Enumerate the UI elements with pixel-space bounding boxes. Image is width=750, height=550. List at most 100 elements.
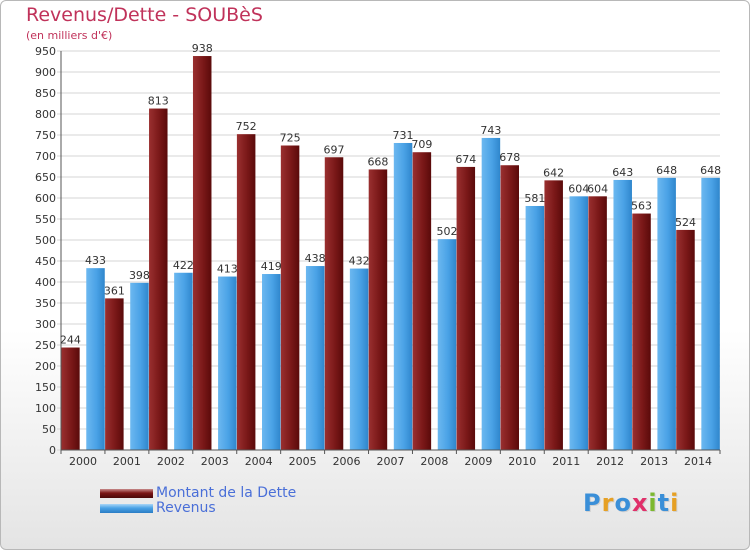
- bar-revenus-2012: [613, 179, 632, 450]
- y-tick-label: 200: [35, 360, 56, 373]
- bar-dette-2013: [632, 213, 651, 450]
- logo-letter: i: [648, 489, 658, 517]
- data-label-revenus: 604: [568, 182, 589, 195]
- bar-dette-2007: [368, 169, 388, 450]
- x-tick-label: 2005: [289, 455, 317, 468]
- data-label-dette: 244: [60, 334, 81, 347]
- bar-dette-2000: [61, 347, 80, 450]
- bar-revenus-2000: [86, 268, 105, 450]
- bar-revenus-2007: [393, 142, 413, 451]
- y-tick-label: 850: [35, 87, 56, 100]
- x-tick-label: 2001: [113, 455, 141, 468]
- legend-label-revenus: Revenus: [156, 500, 216, 516]
- data-label-revenus: 419: [261, 260, 282, 273]
- logo-letter: P: [583, 489, 602, 517]
- bar-revenus-2009: [481, 137, 501, 450]
- bar-dette-2002: [149, 108, 168, 450]
- data-label-dette: 752: [236, 120, 257, 133]
- y-tick-label: 250: [35, 339, 56, 352]
- data-label-revenus: 731: [393, 129, 414, 142]
- logo-letter: r: [601, 489, 615, 517]
- bar-revenus-2011: [569, 196, 589, 450]
- data-label-dette: 678: [499, 151, 520, 164]
- data-label-revenus: 422: [173, 259, 194, 272]
- data-label-revenus: 502: [436, 225, 457, 238]
- logo-letter: t: [657, 489, 671, 517]
- bar-dette-2008: [412, 152, 432, 450]
- bar-dette-2003: [192, 56, 212, 450]
- data-label-revenus: 643: [612, 166, 633, 179]
- data-label-dette: 642: [543, 166, 564, 179]
- x-tick-label: 2014: [684, 455, 712, 468]
- legend-label-dette: Montant de la Dette: [156, 485, 297, 501]
- data-label-dette: 813: [148, 95, 169, 108]
- x-tick-label: 2006: [333, 455, 361, 468]
- y-tick-label: 500: [35, 234, 56, 247]
- y-tick-label: 950: [35, 45, 56, 58]
- x-tick-label: 2012: [596, 455, 624, 468]
- bar-dette-2010: [500, 165, 519, 451]
- y-tick-label: 300: [35, 318, 56, 331]
- y-tick-label: 600: [35, 192, 56, 205]
- legend-swatch-dette: [100, 489, 153, 498]
- bar-revenus-2013: [657, 177, 676, 450]
- bar-dette-2011: [544, 180, 563, 451]
- data-label-revenus: 743: [480, 124, 501, 137]
- bar-revenus-2003: [218, 276, 237, 450]
- logo-letter: o: [614, 489, 632, 517]
- x-tick-label: 2002: [157, 455, 185, 468]
- x-tick-label: 2013: [640, 455, 668, 468]
- proxiti-logo: Proxiti: [583, 489, 679, 517]
- data-label-dette: 668: [367, 155, 388, 168]
- data-label-revenus: 648: [700, 164, 721, 177]
- x-tick-label: 2009: [464, 455, 492, 468]
- bar-revenus-2001: [130, 282, 149, 450]
- y-tick-label: 50: [42, 423, 56, 436]
- bar-revenus-2002: [174, 272, 193, 450]
- y-tick-label: 800: [35, 108, 56, 121]
- x-tick-label: 2011: [552, 455, 580, 468]
- y-tick-label: 900: [35, 66, 56, 79]
- data-label-dette: 725: [280, 132, 301, 145]
- bar-dette-2004: [236, 134, 256, 450]
- data-label-dette: 697: [324, 143, 345, 156]
- x-tick-label: 2008: [420, 455, 448, 468]
- y-tick-label: 350: [35, 297, 56, 310]
- bar-dette-2001: [105, 298, 124, 450]
- data-label-revenus: 438: [305, 252, 326, 265]
- bar-revenus-2008: [437, 239, 457, 450]
- y-tick-label: 100: [35, 402, 56, 415]
- bar-dette-2005: [280, 145, 300, 450]
- data-label-revenus: 581: [524, 192, 545, 205]
- x-tick-label: 2004: [245, 455, 273, 468]
- bar-dette-2006: [324, 157, 344, 450]
- data-label-dette: 604: [587, 182, 608, 195]
- y-tick-label: 550: [35, 213, 56, 226]
- logo-letter: x: [631, 489, 649, 517]
- chart-title: Revenus/Dette - SOUBèS: [26, 4, 263, 26]
- bar-revenus-2004: [262, 274, 281, 450]
- bar-dette-2012: [588, 196, 607, 450]
- bar-dette-2009: [456, 166, 476, 451]
- y-tick-label: 650: [35, 171, 56, 184]
- chart-subtitle: (en milliers d'€): [26, 29, 113, 42]
- logo-letter: i: [670, 489, 680, 517]
- bar-revenus-2010: [525, 205, 545, 450]
- data-label-dette: 524: [675, 216, 696, 229]
- data-label-revenus: 432: [349, 255, 370, 268]
- x-tick-label: 2007: [377, 455, 405, 468]
- plot-area: [61, 51, 720, 450]
- y-tick-label: 700: [35, 150, 56, 163]
- x-tick-label: 2003: [201, 455, 229, 468]
- x-tick-label: 2000: [69, 455, 97, 468]
- y-tick-label: 150: [35, 381, 56, 394]
- bar-revenus-2006: [349, 268, 369, 450]
- data-label-revenus: 413: [217, 263, 238, 276]
- legend-swatch-revenus: [100, 504, 153, 513]
- data-label-dette: 674: [455, 153, 476, 166]
- y-tick-label: 400: [35, 276, 56, 289]
- y-tick-label: 750: [35, 129, 56, 142]
- data-label-revenus: 648: [656, 164, 677, 177]
- bar-revenus-2005: [305, 266, 325, 450]
